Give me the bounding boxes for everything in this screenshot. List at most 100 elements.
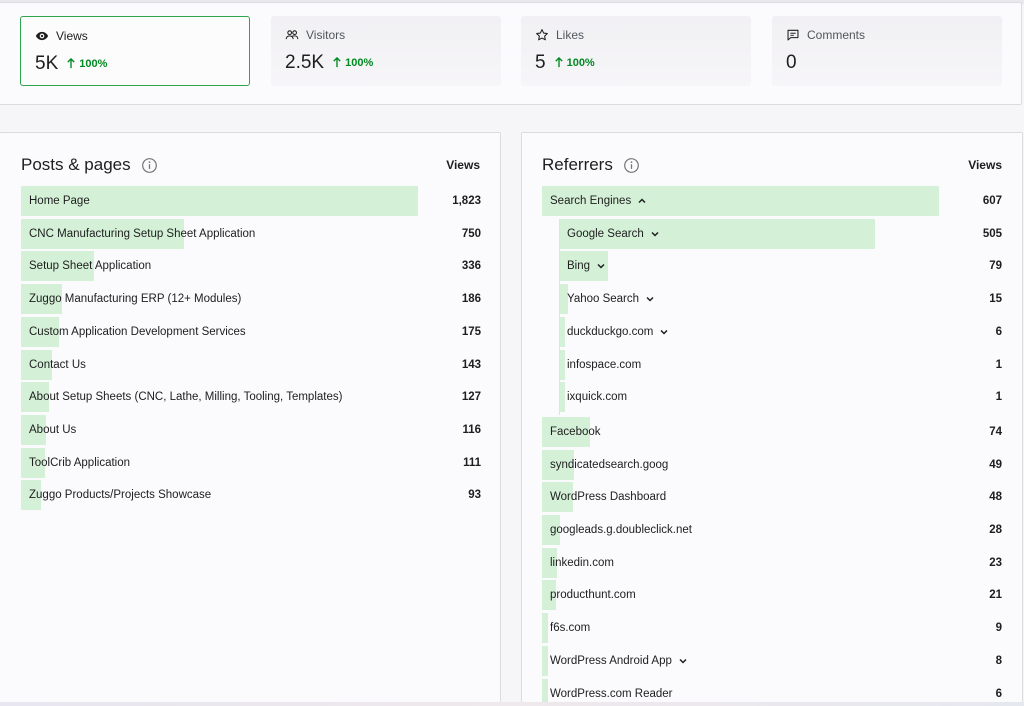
row-label: f6s.com	[550, 613, 590, 643]
row-label: Zuggo Manufacturing ERP (12+ Modules)	[29, 284, 241, 314]
views-label: Views	[56, 29, 88, 43]
referrer-row[interactable]: Search Engines 607	[542, 186, 1002, 216]
row-value: 750	[461, 227, 481, 240]
post-row[interactable]: About Us 116	[21, 414, 481, 445]
row-value: 1	[995, 391, 1002, 404]
info-icon[interactable]	[141, 157, 158, 174]
row-label-text: ToolCrib Application	[29, 456, 131, 469]
views-bar	[542, 515, 561, 545]
views-bar	[559, 349, 565, 380]
views-bar	[21, 382, 49, 413]
post-row[interactable]: Setup Sheet Application 336	[21, 251, 481, 282]
row-label: ixquick.com	[567, 382, 627, 412]
likes-delta: 100%	[554, 57, 595, 69]
views-bar	[542, 449, 575, 480]
row-label: WordPress Android App	[550, 646, 688, 676]
row-label: WordPress Dashboard	[550, 482, 666, 512]
arrow-up-icon	[333, 57, 341, 68]
comments-value: 0	[786, 52, 797, 73]
likes-label: Likes	[556, 28, 585, 42]
posts-pages-title-text: Posts & pages	[21, 155, 131, 174]
row-label: WordPress.com Reader	[550, 679, 673, 706]
post-row[interactable]: About Setup Sheets (CNC, Lathe, Milling,…	[21, 382, 481, 413]
row-label: CNC Manufacturing Setup Sheet Applicatio…	[29, 219, 255, 249]
arrow-up-icon	[554, 57, 563, 68]
views-bar	[542, 580, 556, 611]
row-label: googleads.g.doubleclick.net	[550, 515, 692, 545]
row-label: linkedin.com	[550, 548, 614, 578]
views-bar	[21, 284, 62, 315]
post-row[interactable]: ToolCrib Application 111	[21, 447, 481, 478]
row-label: About Setup Sheets (CNC, Lathe, Milling,…	[29, 382, 342, 412]
likes-tile[interactable]: Likes 5 100%	[521, 16, 751, 86]
posts-pages-panel: Posts & pages Views Home Page 1,823 CNC Ma…	[0, 132, 501, 706]
referrer-row[interactable]: WordPress Android App 8	[542, 645, 1002, 676]
row-label-text: About Setup Sheets (CNC, Lathe, Milling,…	[29, 391, 343, 404]
row-label: Facebook	[550, 417, 601, 447]
views-bar	[542, 547, 558, 578]
row-label-text: Contact Us	[29, 358, 86, 371]
referrer-row[interactable]: Google Search 505	[559, 218, 1002, 249]
referrers-title: Referrers	[542, 155, 640, 175]
referrer-row[interactable]: f6s.com 9	[542, 613, 1002, 644]
row-value: 48	[989, 491, 1002, 504]
referrer-row[interactable]: Facebook 74	[542, 416, 1002, 447]
post-row[interactable]: Custom Application Development Services 1…	[21, 316, 481, 347]
views-bar	[559, 316, 565, 347]
row-label-text: producthunt.com	[550, 589, 636, 602]
info-icon[interactable]	[623, 157, 640, 174]
views-bar	[542, 613, 548, 644]
referrer-row[interactable]: ixquick.com 1	[559, 382, 1002, 413]
row-label-text: Facebook	[550, 425, 601, 438]
views-bar	[559, 284, 569, 315]
referrer-row[interactable]: googleads.g.doubleclick.net 28	[542, 515, 1002, 545]
row-label-text: Search Engines	[550, 195, 632, 207]
row-label: Search Engines	[550, 186, 647, 216]
post-row[interactable]: Zuggo Manufacturing ERP (12+ Modules) 186	[21, 284, 481, 315]
row-value: 1,823	[452, 195, 481, 207]
row-value: 21	[989, 589, 1002, 602]
comments-tile[interactable]: Comments 0	[772, 16, 1002, 86]
referrer-row[interactable]: WordPress.com Reader 6	[542, 678, 1002, 706]
likes-delta-text: 100%	[566, 56, 595, 69]
row-label: ToolCrib Application	[29, 448, 130, 478]
referrer-row[interactable]: Bing 79	[559, 251, 1002, 282]
referrers-title-text: Referrers	[542, 155, 613, 174]
referrer-row[interactable]: WordPress Dashboard 48	[542, 482, 1002, 513]
chevron-down-icon	[660, 329, 668, 335]
visitors-delta-text: 100%	[345, 56, 374, 69]
referrer-row[interactable]: infospace.com 1	[559, 349, 1002, 380]
star-icon	[536, 29, 548, 41]
views-bar	[542, 678, 548, 706]
row-label-text: Setup Sheet Application	[29, 260, 152, 273]
referrers-views-header: Views	[968, 158, 1002, 172]
post-row[interactable]: CNC Manufacturing Setup Sheet Applicatio…	[21, 218, 481, 249]
row-value: 607	[982, 195, 1002, 207]
row-label-text: CNC Manufacturing Setup Sheet Applicatio…	[29, 227, 256, 240]
row-value: 79	[989, 260, 1002, 273]
arrow-up-icon	[67, 58, 75, 69]
row-label-text: ixquick.com	[567, 391, 628, 404]
post-row[interactable]: Contact Us 143	[21, 349, 481, 380]
post-row[interactable]: Zuggo Products/Projects Showcase 93	[21, 480, 481, 511]
visitors-tile[interactable]: Visitors 2.5K 100%	[271, 16, 501, 86]
views-bar	[21, 218, 185, 249]
referrer-row[interactable]: duckduckgo.com 6	[559, 316, 1002, 347]
visitors-delta: 100%	[332, 57, 373, 69]
comment-icon	[787, 29, 799, 41]
referrer-row[interactable]: syndicatedsearch.goog 49	[542, 449, 1002, 480]
views-bar	[21, 447, 46, 478]
referrer-row[interactable]: Yahoo Search 15	[559, 284, 1002, 315]
row-label-text: googleads.g.doubleclick.net	[550, 524, 692, 536]
referrer-row[interactable]: linkedin.com 23	[542, 547, 1002, 578]
visitors-label: Visitors	[306, 28, 346, 42]
row-label-text: Google Search	[567, 227, 644, 240]
posts-views-header: Views	[446, 158, 480, 172]
post-row[interactable]: Home Page 1,823	[21, 186, 481, 216]
row-value: 116	[462, 423, 481, 436]
views-bar	[21, 414, 47, 445]
referrers-panel: Referrers Views Search Engines 607 Google …	[521, 132, 1023, 706]
referrer-row[interactable]: producthunt.com 21	[542, 580, 1002, 611]
views-tile[interactable]: Views 5K 100%	[20, 16, 250, 86]
row-value: 8	[995, 654, 1002, 667]
